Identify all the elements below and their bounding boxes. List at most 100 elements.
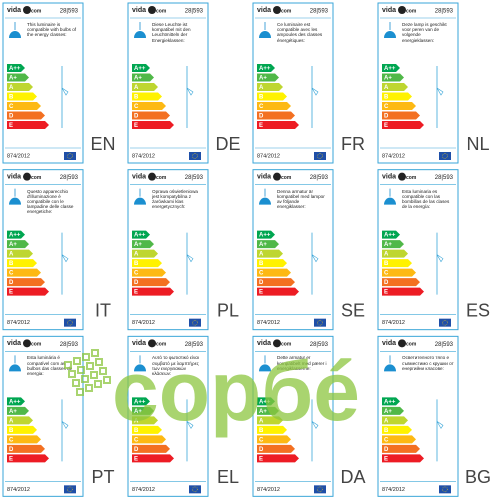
class-letter: C	[259, 437, 264, 443]
class-letter: A+	[134, 409, 142, 415]
class-letter: C	[9, 437, 14, 443]
brand-logo: vida	[382, 340, 396, 347]
class-arrow	[7, 92, 37, 101]
brand-suffix: com	[156, 342, 167, 348]
class-letter: A	[384, 418, 389, 424]
class-letter: A	[259, 252, 264, 258]
class-letter: D	[9, 114, 14, 120]
energy-label: vida com 28|593 Deze lamp is geschikt voor …	[377, 2, 490, 164]
class-arrow	[132, 278, 170, 287]
watermark: сорбé	[64, 344, 360, 438]
class-arrow	[7, 425, 37, 434]
lamp-icon	[384, 197, 396, 205]
eu-stars	[317, 153, 323, 159]
brand-logo: vida	[7, 7, 21, 14]
class-letter: A++	[9, 233, 21, 239]
class-letter: A	[384, 252, 389, 258]
language-code: DE	[215, 134, 240, 154]
class-arrow	[7, 240, 29, 249]
eu-stars	[442, 486, 448, 493]
brand-logo: vida	[257, 7, 271, 14]
class-letter: A	[384, 85, 389, 91]
class-arrow	[257, 102, 291, 110]
eu-stars	[67, 319, 73, 326]
class-letter: E	[259, 123, 263, 129]
class-arrow	[7, 259, 37, 268]
class-arrow	[382, 102, 416, 110]
regulation: 874/2012	[257, 153, 280, 159]
lamp-icon	[134, 197, 146, 205]
eu-flag	[189, 152, 201, 160]
language-code: PT	[91, 467, 114, 487]
class-arrow	[132, 102, 166, 110]
class-letter: A	[259, 418, 264, 424]
eu-stars	[192, 319, 198, 326]
class-letter: A+	[9, 242, 17, 248]
logo-dot	[148, 172, 156, 181]
eu-flag	[439, 152, 451, 160]
description-box: Ce luminaire est compatible avec les amp…	[277, 22, 323, 43]
watermark-grid	[72, 379, 80, 387]
class-arrow	[7, 397, 25, 406]
description-box: This luminaire is compatible with bulbs …	[27, 22, 76, 37]
class-letter: A++	[9, 399, 21, 405]
class-arrow	[7, 249, 33, 258]
class-arrow	[132, 259, 162, 268]
class-arrow	[257, 454, 299, 463]
class-arrow	[257, 278, 295, 287]
description-box: Diese Leuchte ist kompatibel mit den Leu…	[152, 22, 191, 43]
energy-label: vida com 28|593 Esta luminária é compatível…	[2, 335, 115, 497]
description-box: Dette armatur er kompatibelt med pærer i…	[277, 355, 327, 370]
class-arrow	[257, 268, 291, 277]
watermark-grid	[94, 380, 102, 388]
description-box: Осветителното тяло е съвместимо с крушки…	[402, 355, 454, 370]
class-arrow	[132, 111, 170, 120]
description-box: Αυτό το φωτιστικό είναι συμβατό με λαμπτ…	[152, 355, 199, 376]
class-arrow	[132, 435, 166, 444]
class-letter: A	[9, 252, 14, 258]
description: Esta luminaria es compatible con las bom…	[402, 188, 450, 210]
brand-logo: vida	[382, 174, 396, 181]
brand-suffix: com	[281, 342, 292, 348]
brand-suffix: com	[156, 8, 167, 14]
language-code: FR	[341, 134, 365, 154]
class-letter: C	[9, 104, 14, 110]
class-arrow	[257, 92, 287, 101]
logo-dot	[398, 6, 406, 14]
language-code: EN	[90, 134, 115, 154]
class-letter: C	[384, 271, 389, 277]
brand-logo: vida	[382, 7, 396, 14]
class-arrow	[7, 406, 29, 415]
class-letter: A++	[384, 233, 396, 239]
class-letter: A++	[134, 233, 146, 239]
class-arrow	[257, 230, 275, 239]
eu-stars	[67, 486, 73, 493]
brand-suffix: com	[406, 342, 417, 348]
class-arrow	[132, 454, 174, 463]
logo-dot	[148, 339, 156, 348]
eu-flag	[314, 152, 326, 160]
class-arrow	[382, 111, 420, 120]
brand-logo: vida	[132, 340, 146, 347]
energy-label: vida com 28|593 Esta luminaria es compatibl…	[377, 169, 490, 331]
class-letter: E	[259, 456, 263, 462]
class-letter: A+	[384, 242, 392, 248]
class-arrow	[382, 259, 412, 268]
class-arrow	[7, 268, 41, 277]
class-arrow	[382, 435, 416, 444]
class-arrow	[257, 287, 299, 296]
class-letter: B	[259, 428, 264, 434]
product-code: 28|593	[310, 175, 329, 181]
description-box: Esta luminaria es compatible con las bom…	[402, 188, 450, 210]
class-letter: A+	[384, 76, 392, 82]
language-code: SE	[341, 300, 365, 320]
class-letter: A++	[134, 66, 146, 72]
class-letter: B	[134, 95, 139, 101]
description-box: Oprawa oświetleniowa jest kompatybilna z…	[152, 189, 198, 210]
class-arrow	[132, 240, 154, 249]
watermark-grid	[103, 376, 111, 384]
logo-dot	[398, 172, 406, 181]
class-letter: A++	[134, 399, 146, 405]
regulation: 874/2012	[7, 153, 30, 159]
description: Ce luminaire est compatible avec les amp…	[277, 22, 323, 43]
